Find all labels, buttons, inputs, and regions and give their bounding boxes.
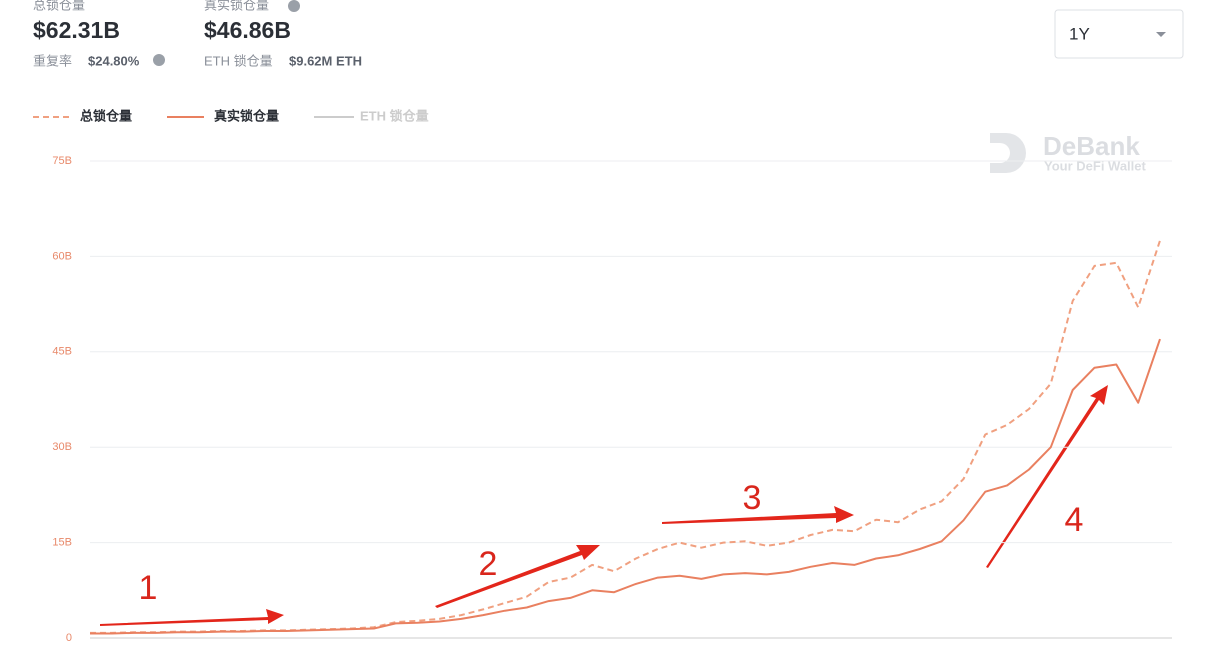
y-tick-label: 15B <box>52 537 72 549</box>
brand: DeBank <box>1043 131 1140 161</box>
logo <box>990 133 1026 173</box>
legend-label: 真实锁仓量 <box>214 108 279 123</box>
help-icon[interactable] <box>288 0 300 12</box>
series-line <box>90 338 1161 635</box>
stat-label: ETH 锁仓量 <box>204 53 273 68</box>
stat-value: $62.31B <box>33 17 120 43</box>
legend-label: ETH 锁仓量 <box>360 108 429 123</box>
help-icon[interactable] <box>153 54 165 66</box>
period-select[interactable]: 1Y <box>1054 9 1184 59</box>
arrow <box>435 545 600 608</box>
arrow <box>100 609 284 626</box>
select-box[interactable] <box>1054 9 1184 59</box>
stat-value: $46.86B <box>204 17 291 43</box>
stat-value: $24.80% <box>88 53 140 68</box>
stat-label: 重复率 <box>33 53 72 68</box>
y-tick-label: 0 <box>66 632 72 644</box>
series-line <box>90 240 1161 634</box>
arrows <box>100 385 1108 626</box>
y-tick-label: 45B <box>52 346 72 358</box>
select-value: 1Y <box>1069 24 1090 43</box>
annotation: 3 <box>743 479 762 517</box>
annotation: 2 <box>479 545 498 583</box>
brand-sub: Your DeFi Wallet <box>1044 158 1147 173</box>
legend-label: 总锁仓量 <box>80 108 132 123</box>
y-tick-label: 30B <box>52 441 72 453</box>
stat-label: 总锁仓量 <box>33 0 85 12</box>
arrow <box>662 506 854 524</box>
annotation: 4 <box>1065 501 1084 539</box>
y-tick-label: 60B <box>52 250 72 262</box>
stat-value: $9.62M ETH <box>289 53 362 68</box>
y-tick-label: 75B <box>52 155 72 167</box>
annotation: 1 <box>139 569 158 607</box>
arrow <box>986 385 1108 568</box>
select-caret <box>1156 32 1166 37</box>
watermark: DeBank Your DeFi Wallet <box>990 131 1147 173</box>
stat-label: 真实锁仓量 <box>204 0 269 12</box>
